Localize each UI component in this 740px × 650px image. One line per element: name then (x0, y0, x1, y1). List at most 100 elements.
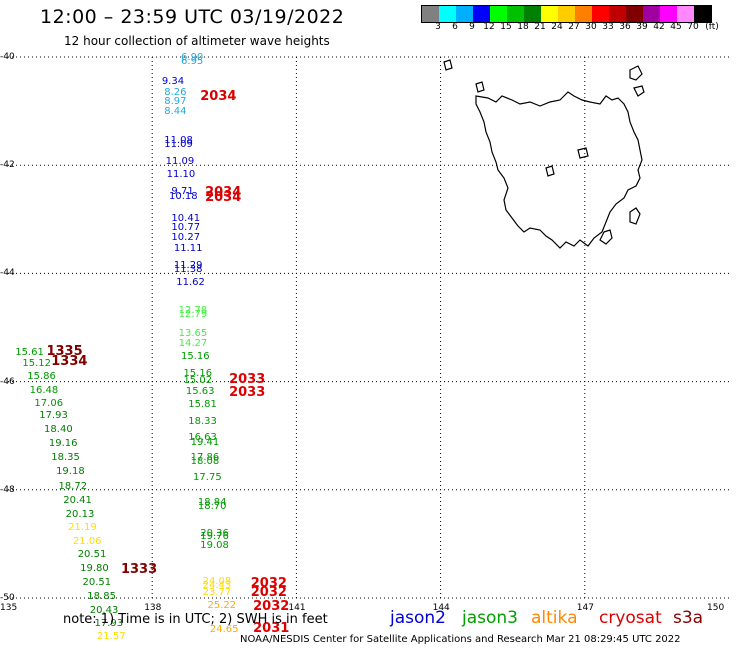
colorbar-label: 33 (602, 22, 614, 32)
colorbar-swatch (626, 6, 643, 22)
wave-height-value: 13.65 (178, 327, 208, 339)
colorbar-label: 9 (469, 22, 475, 32)
wave-height-colorbar (421, 5, 712, 23)
wave-height-value: 15.63 (185, 386, 215, 398)
maria-island-outline (629, 207, 641, 225)
wave-height-value: 15.12 (22, 358, 52, 370)
wave-height-value: 10.41 (171, 213, 201, 225)
wave-height-value: 23.77 (202, 587, 232, 599)
longitude-label: 141 (288, 603, 306, 613)
colorbar-swatch (490, 6, 507, 22)
wave-height-value: 17.93 (39, 410, 68, 422)
cycle-number: 2034 (200, 88, 237, 104)
colorbar-label: 12 (483, 22, 495, 32)
wave-height-value: 8.97 (164, 96, 187, 108)
wave-height-value: 17.93 (94, 617, 124, 629)
mission-label-jason3: jason3 (462, 608, 518, 628)
map-title: 12:00 – 23:59 UTC 03/19/2022 (40, 6, 345, 28)
wave-height-value: 18.84 (197, 496, 227, 508)
wave-height-value: 8.44 (164, 106, 187, 118)
wave-height-value: 15.16 (183, 368, 213, 380)
wave-height-value: 11.29 (173, 260, 203, 272)
wave-height-value: 9.71 (171, 186, 194, 198)
colorbar-labels: 3 6 9 12 15 18 21 24 27 30 33 36 39 42 45 70 (ft) (421, 22, 740, 34)
wave-height-value: 21.57 (96, 630, 126, 642)
latitude-label: -40 (0, 52, 15, 62)
cycle-number: 1334 (51, 354, 88, 370)
mission-label-cryosat: cryosat (599, 608, 662, 628)
wave-height-value: 18.35 (51, 452, 80, 464)
wave-height-value: 21.19 (68, 521, 97, 533)
colorbar-label: 21 (534, 22, 546, 32)
mission-label-s3a: s3a (673, 608, 704, 628)
colorbar-swatch (456, 6, 473, 22)
cycle-number: 2034 (205, 185, 242, 201)
wave-height-value: 6.90 (181, 52, 204, 64)
cycle-number: 2032 (250, 584, 287, 600)
wave-height-value: 18.33 (188, 415, 217, 427)
inland-lake-outline (577, 147, 589, 159)
graticule-grid (8, 56, 729, 599)
map-subtitle: 12 hour collection of altimeter wave hei… (64, 34, 330, 48)
colorbar-label: 42 (653, 22, 665, 32)
cycle-number: 2031 (253, 621, 290, 637)
wave-height-value: 9.34 (161, 75, 185, 87)
longitude-label: 147 (576, 603, 594, 613)
wave-height-value: 18.08 (190, 456, 220, 468)
wave-height-value: 20.51 (77, 548, 107, 560)
wave-height-value: 19.18 (56, 466, 85, 478)
longitude-label: 138 (144, 603, 162, 613)
colorbar-swatch (473, 6, 490, 22)
cycle-number: 2034 (205, 189, 242, 205)
wave-height-value: 18.40 (44, 424, 73, 436)
bruny-island-outline (599, 229, 613, 245)
footer-credit: NOAA/NESDIS Center for Satellite Applica… (240, 634, 681, 645)
cycle-number: 2032 (250, 575, 287, 591)
wave-height-value: 19.80 (80, 562, 109, 574)
wave-height-value: 19.41 (190, 437, 220, 449)
wave-height-value: 11.62 (176, 277, 205, 289)
longitude-label: 144 (432, 603, 450, 613)
wave-height-value: 11.10 (166, 168, 196, 180)
wave-height-value: 20.51 (82, 576, 112, 588)
wave-height-value: 18.85 (87, 590, 116, 602)
wave-height-value: 11.08 (164, 135, 193, 147)
colorbar-swatch (439, 6, 456, 22)
cycle-number: 1335 (46, 344, 83, 360)
wave-height-value: 20.43 (89, 604, 119, 616)
latitude-label: -48 (0, 484, 15, 495)
tasmania-main-outline (475, 91, 643, 249)
inland-lake-2-outline (545, 165, 555, 177)
wave-height-value: 25.22 (207, 600, 237, 612)
wave-height-value: 10.27 (171, 231, 201, 243)
wave-height-value: 11.11 (173, 242, 203, 254)
colorbar-swatch (575, 6, 592, 22)
latitude-label: -44 (0, 268, 15, 279)
wave-height-value: 11.38 (173, 263, 203, 275)
colorbar-label: 6 (452, 22, 458, 32)
colorbar-label: 24 (551, 22, 563, 32)
wave-height-value: 15.81 (188, 399, 217, 411)
flinders-island-outline (629, 65, 643, 81)
wave-height-value: 12.78 (178, 305, 208, 317)
wave-height-value: 14.27 (178, 337, 208, 349)
wave-height-value: 12.79 (178, 308, 208, 320)
hunter-island-outline (475, 81, 485, 93)
latitude-label: -50 (0, 593, 15, 603)
wave-height-value: 15.86 (27, 371, 56, 383)
wave-height-value: 17.06 (34, 398, 64, 410)
colorbar-label: 30 (585, 22, 597, 32)
king-island-outline (443, 59, 453, 71)
colorbar-label: (ft) (705, 22, 719, 32)
colorbar-swatch (507, 6, 524, 22)
colorbar-swatch (643, 6, 660, 22)
footer-note: note: 1) Time is in UTC; 2) SWH is in fe… (63, 612, 328, 627)
colorbar-label: 45 (670, 22, 682, 32)
wave-height-value: 21.06 (72, 535, 102, 547)
colorbar-swatch (592, 6, 609, 22)
wave-height-value: 6.95 (181, 56, 204, 68)
colorbar-swatch (694, 6, 711, 22)
longitude-label: 135 (0, 603, 18, 613)
wave-height-value: 15.61 (15, 347, 44, 359)
